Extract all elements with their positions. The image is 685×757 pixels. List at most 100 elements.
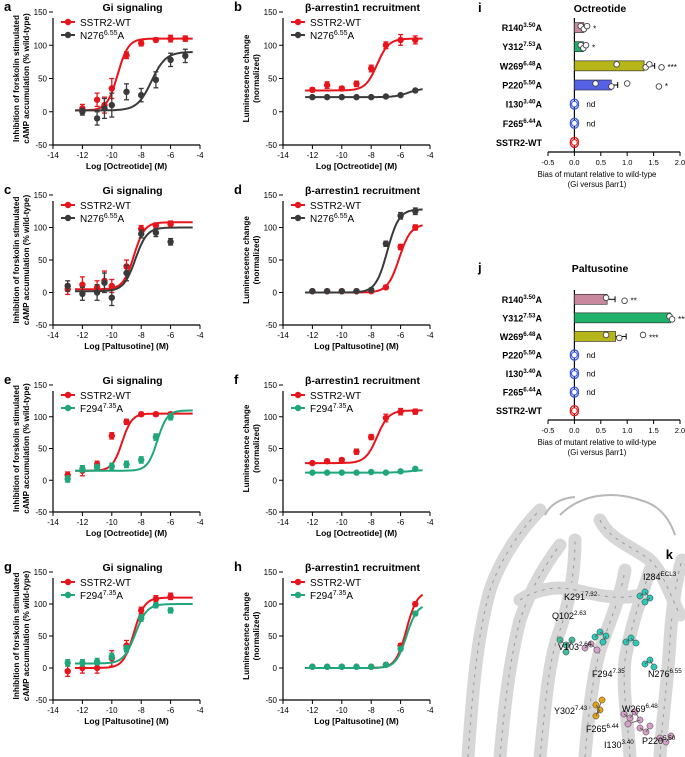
y-tick-label-b: 100 bbox=[264, 41, 278, 50]
data-point-f-0 bbox=[353, 448, 360, 455]
category-label-j-4-suffix: A bbox=[536, 369, 543, 379]
y-axis-label-1-h: Luminescence change bbox=[242, 592, 251, 680]
category-label-i-0: R1403.50A bbox=[502, 22, 543, 33]
significance-j-3: nd bbox=[586, 351, 595, 360]
x-axis-label-d: Log [Paltusotine] (M) bbox=[314, 341, 399, 351]
data-point-g-0 bbox=[152, 595, 160, 603]
x-tick-label-i: 1.5 bbox=[648, 158, 658, 167]
data-point-b-1 bbox=[368, 93, 375, 101]
data-point-h-1 bbox=[309, 663, 316, 670]
legend-marker-h-1 bbox=[294, 591, 302, 599]
data-point-e-0 bbox=[138, 411, 145, 418]
panel-title-d: β-arrestin1 recruitment bbox=[305, 185, 420, 197]
data-point-e-0 bbox=[108, 432, 116, 439]
legend-label-f-1: F2947.35A bbox=[310, 403, 353, 415]
atom-7 bbox=[624, 720, 632, 728]
category-label-i-2-suffix: A bbox=[536, 61, 543, 71]
category-label-i-0-sup: 3.50 bbox=[523, 22, 536, 29]
x-tick-label-g: -12 bbox=[77, 706, 89, 715]
data-point-h-1 bbox=[353, 663, 360, 670]
y-tick-label-h: 100 bbox=[264, 600, 278, 609]
category-label-j-2-suffix: A bbox=[536, 332, 543, 342]
category-label-i-0-suffix: A bbox=[536, 23, 543, 33]
data-point-e-1 bbox=[152, 433, 160, 441]
data-point-e-1 bbox=[93, 464, 101, 471]
legend-label-a-1: N2766.55A bbox=[80, 30, 125, 42]
y-tick-label-f: 150 bbox=[264, 381, 278, 390]
legend-label-b-1-sup: 6.55 bbox=[334, 30, 348, 37]
replicate-point-i-3 bbox=[608, 83, 615, 90]
legend-label-d-1-sup: 6.55 bbox=[334, 213, 348, 220]
x-tick-label-g: -8 bbox=[138, 706, 146, 715]
legend-marker-e-0 bbox=[64, 391, 72, 399]
data-point-a-1 bbox=[182, 52, 189, 60]
legend-marker-a-0 bbox=[64, 18, 72, 26]
legend-label-c-1-sup: 6.55 bbox=[104, 213, 118, 220]
atom-5 bbox=[650, 663, 658, 671]
x-tick-label-d: -6 bbox=[397, 331, 405, 340]
data-point-h-1 bbox=[397, 645, 404, 652]
category-label-j-1-sup: 7.53 bbox=[523, 312, 536, 319]
panel-title-h: β-arrestin1 recruitment bbox=[305, 562, 420, 574]
y-tick-label-g: 50 bbox=[38, 632, 47, 641]
significance-i-0: * bbox=[593, 25, 596, 34]
legend-marker-a-1 bbox=[64, 31, 72, 39]
data-point-h-1 bbox=[338, 663, 345, 670]
data-point-b-0 bbox=[397, 36, 404, 44]
x-tick-label-j: 1.0 bbox=[622, 426, 632, 435]
residue-label-2: Q1022.63 bbox=[552, 610, 587, 621]
data-point-b-1 bbox=[382, 93, 390, 100]
legend-label-f-1-suffix: A bbox=[346, 404, 353, 415]
x-tick-label-h: -12 bbox=[307, 706, 319, 715]
y-axis-label-2-g: cAMP accumulation (% wild-type) bbox=[22, 571, 31, 702]
structure-panel-k: kI284ECL3K2917.32Q1022.63V1032.64F2947.3… bbox=[461, 494, 685, 757]
helix-edge-2 bbox=[539, 539, 576, 757]
bar-j-2 bbox=[574, 331, 616, 342]
data-point-h-1 bbox=[412, 610, 419, 617]
legend-marker-d-1 bbox=[294, 214, 302, 222]
data-point-b-0 bbox=[338, 85, 345, 92]
data-point-c-1 bbox=[138, 230, 145, 238]
x-tick-label-i: 0.5 bbox=[596, 158, 606, 167]
x-tick-label-d: -12 bbox=[307, 331, 319, 340]
data-point-c-1 bbox=[167, 238, 174, 245]
panel-a: a Gi signaling -50 0 50 100 150 -14 -12 -10 -8 -6 -4… bbox=[4, 0, 204, 171]
replicate-point-i-2 bbox=[658, 64, 665, 71]
residue-label-0-sup: ECL3 bbox=[661, 571, 677, 578]
panel-letter-c: c bbox=[4, 182, 11, 197]
data-point-a-0 bbox=[182, 35, 189, 42]
y-tick-label-d: 50 bbox=[268, 256, 277, 265]
residue-label-9-sup: 6.44 bbox=[607, 723, 620, 730]
replicate-point-j-4 bbox=[571, 370, 578, 377]
residue-label-7-sup: 6.48 bbox=[646, 703, 659, 710]
x-axis-label-f: Log [Octreotide] (M) bbox=[316, 528, 397, 538]
x-tick-label-g: -4 bbox=[196, 706, 204, 715]
data-point-d-1 bbox=[412, 208, 419, 215]
x-axis-label-2-j: (Gi versus βarr1) bbox=[568, 448, 627, 457]
fit-curve-a-0 bbox=[75, 37, 193, 112]
data-point-a-0 bbox=[138, 40, 145, 47]
category-label-i-4: I1303.40A bbox=[506, 99, 543, 110]
x-tick-label-f: -6 bbox=[397, 518, 405, 527]
x-tick-label-c: -8 bbox=[138, 331, 146, 340]
replicate-point-i-2 bbox=[646, 61, 653, 68]
y-axis-label-1-a: Inhibition of forskolin stimulated bbox=[12, 15, 21, 142]
fit-curve-d-0 bbox=[305, 224, 423, 294]
x-tick-label-e: -10 bbox=[106, 518, 118, 527]
x-tick-label-a: -10 bbox=[106, 151, 118, 160]
fit-curve-c-0 bbox=[75, 221, 193, 291]
data-point-a-0 bbox=[93, 96, 101, 103]
x-tick-label-d: -14 bbox=[277, 331, 289, 340]
legend-label-d-1-suffix: A bbox=[348, 214, 355, 225]
x-tick-label-a: -8 bbox=[138, 151, 146, 160]
category-label-j-5: F2656.44A bbox=[503, 387, 543, 398]
data-point-b-1 bbox=[338, 93, 345, 101]
replicate-point-i-5 bbox=[571, 120, 578, 127]
bar-j-0 bbox=[574, 293, 608, 305]
y-axis-label-2-c: cAMP accumulation (% wild-type) bbox=[22, 195, 31, 326]
category-label-j-5-base: F265 bbox=[503, 388, 524, 398]
atom-1 bbox=[599, 638, 607, 646]
residue-label-3-sup: 2.64 bbox=[579, 641, 592, 648]
atom-6 bbox=[598, 696, 606, 704]
x-tick-label-f: -14 bbox=[277, 518, 289, 527]
